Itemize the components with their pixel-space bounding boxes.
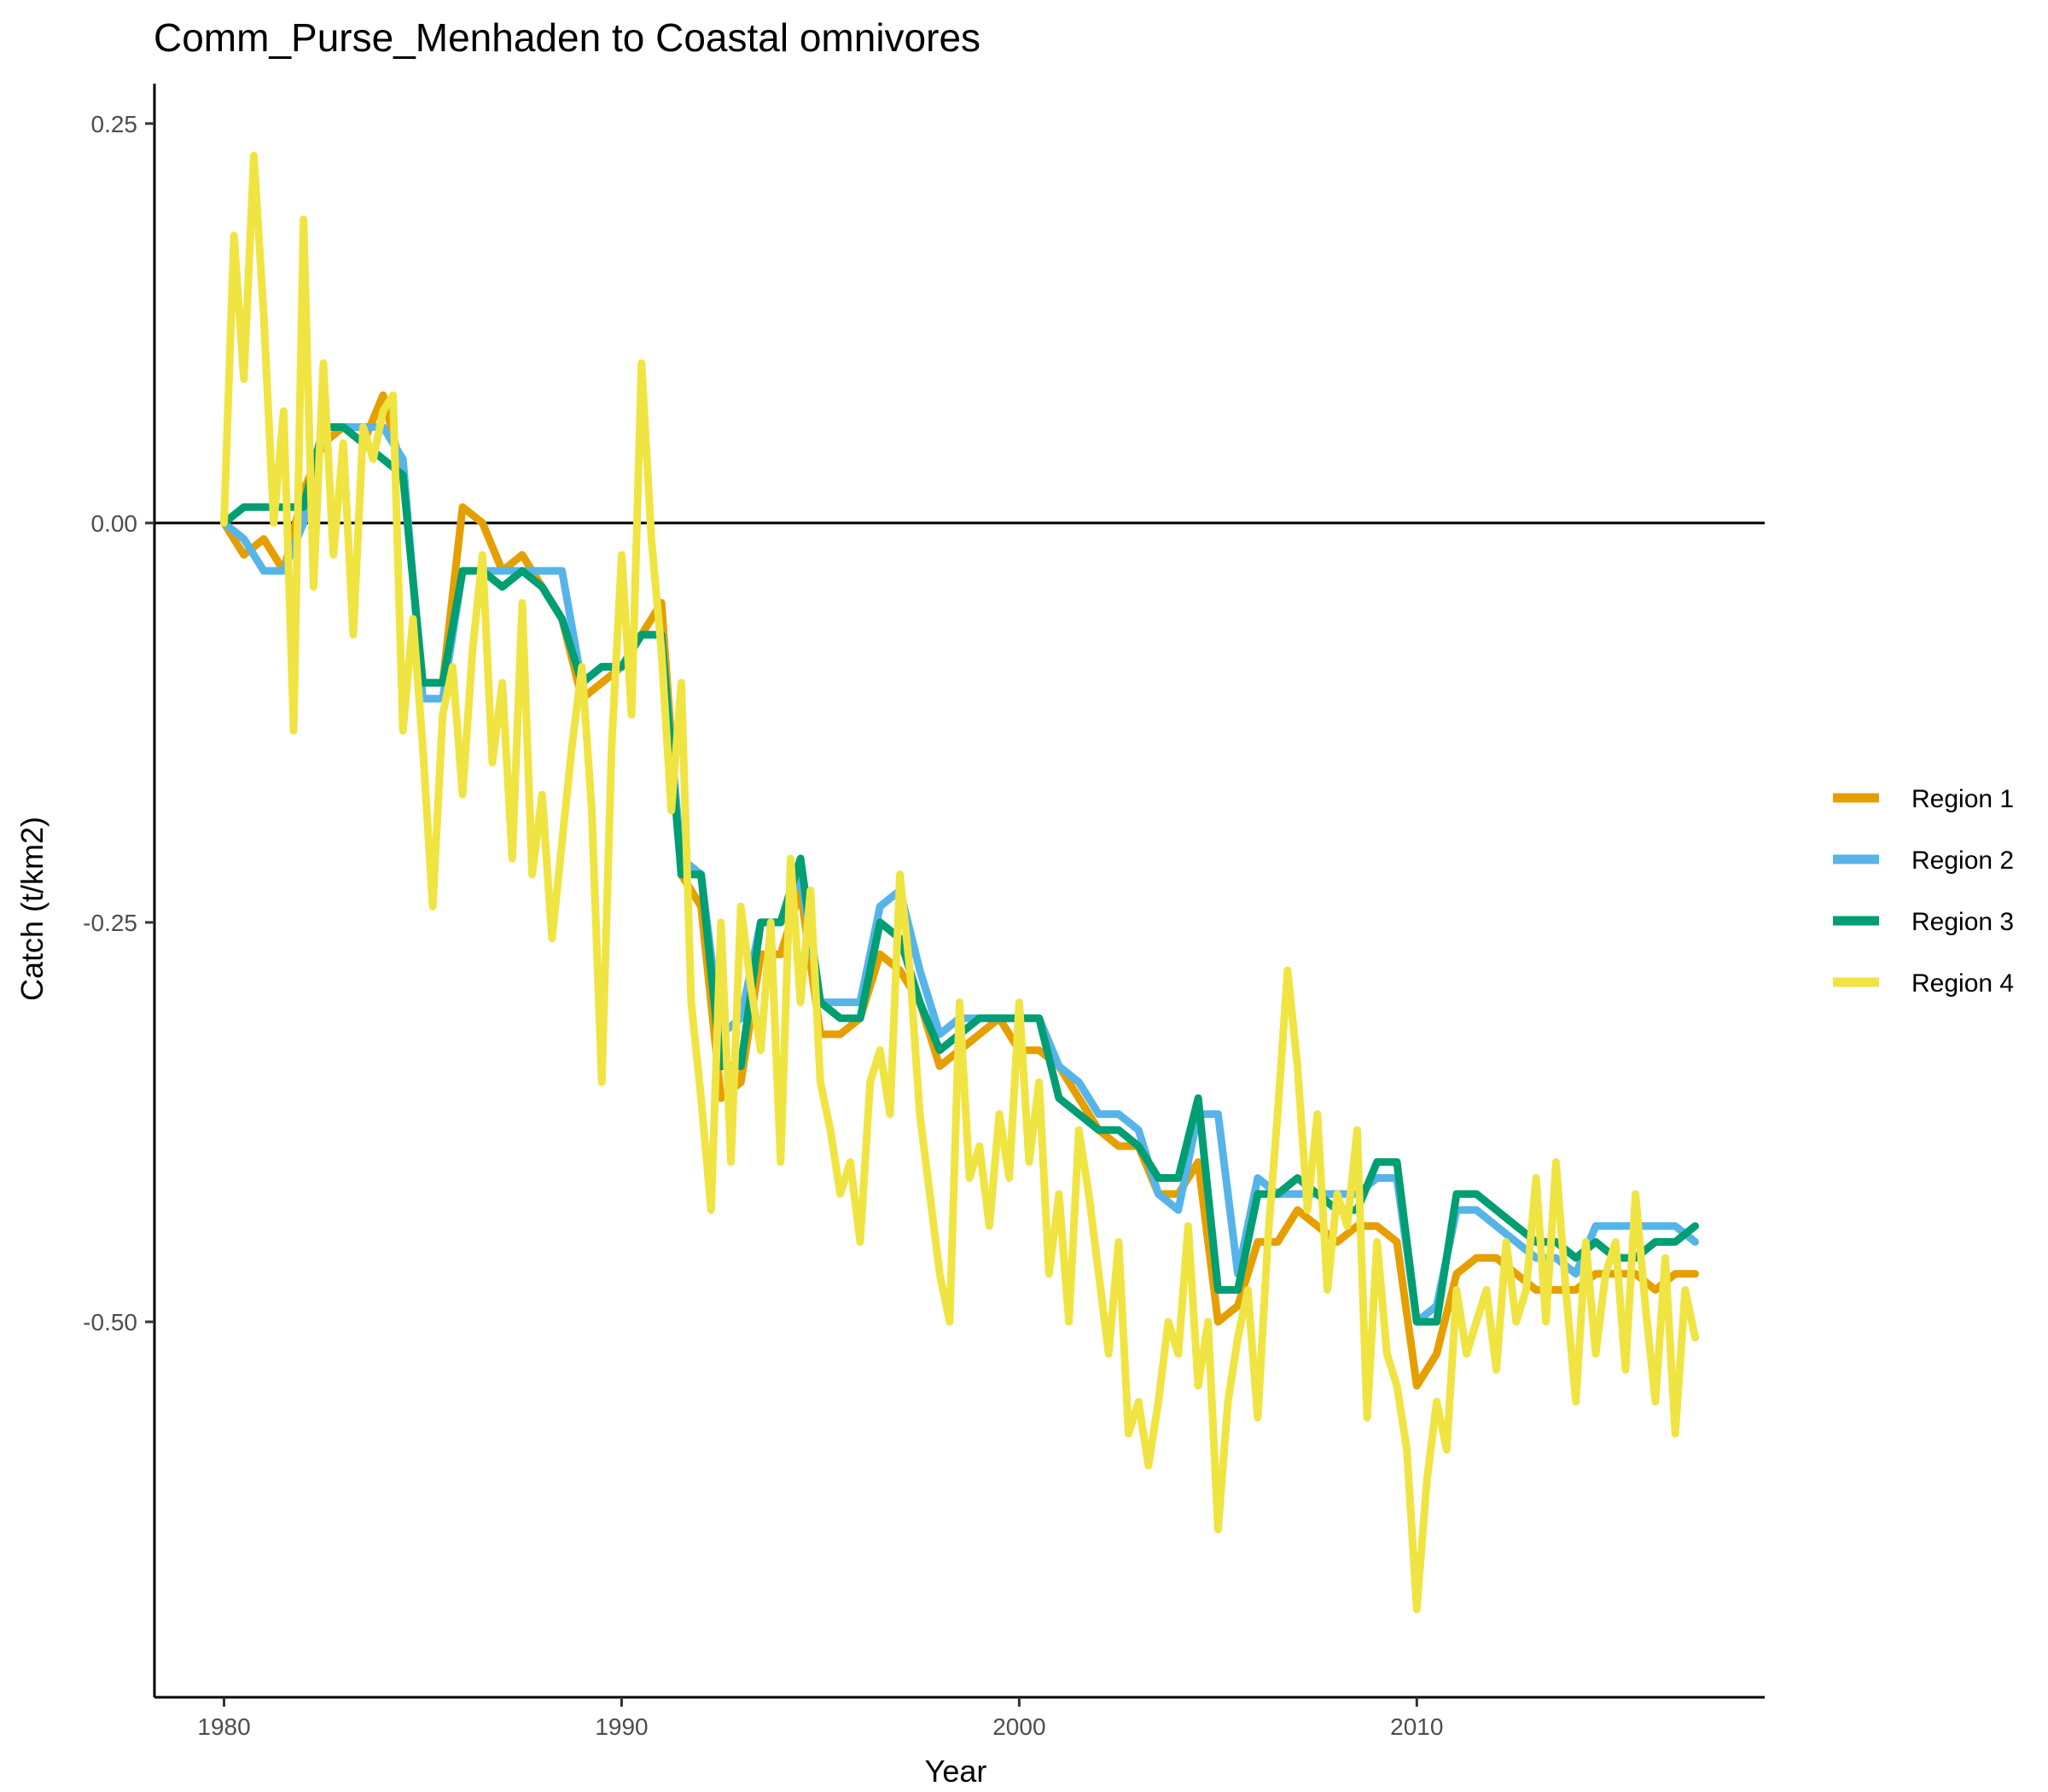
y-tick-label: -0.25: [83, 910, 137, 936]
x-tick-label: 2010: [1390, 1713, 1443, 1740]
chart-title: Comm_Purse_Menhaden to Coastal omnivores: [154, 15, 980, 60]
series-line-region-1: [220, 391, 1699, 1390]
legend-label-region-4: Region 4: [1911, 969, 2014, 998]
y-axis-title: Catch (t/km2): [15, 817, 49, 1001]
x-tick-label: 2000: [992, 1713, 1045, 1740]
x-axis-title: Year: [925, 1754, 987, 1789]
y-tick-label: -0.50: [83, 1309, 137, 1335]
plot-area: [154, 151, 1765, 1614]
x-tick-label: 1980: [197, 1713, 250, 1740]
legend-label-region-3: Region 3: [1911, 908, 2014, 936]
series-line-region-3: [220, 423, 1699, 1326]
legend-label-region-1: Region 1: [1911, 785, 2014, 813]
axes: 1980 1990 2000 2010 0.25 0.00 -0.25 -0.50: [83, 84, 1765, 1740]
series-line-region-4: [220, 151, 1699, 1614]
legend: Region 1 Region 2 Region 3 Region 4: [1833, 785, 2014, 998]
y-tick-label: 0.25: [91, 111, 138, 137]
x-tick-label: 1990: [595, 1713, 648, 1740]
legend-label-region-2: Region 2: [1911, 847, 2014, 875]
y-tick-label: 0.00: [91, 510, 138, 537]
series-line-region-2: [220, 423, 1699, 1326]
